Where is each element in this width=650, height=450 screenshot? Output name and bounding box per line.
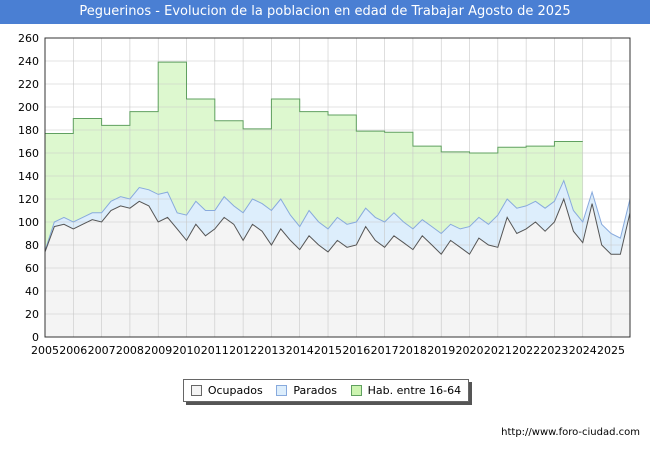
x-tick-label: 2016 xyxy=(342,344,370,357)
x-tick-label: 2024 xyxy=(569,344,597,357)
x-tick-label: 2014 xyxy=(286,344,314,357)
legend-item-ocupados: Ocupados xyxy=(190,384,263,397)
legend-swatch-parados xyxy=(276,385,288,396)
plot-border xyxy=(44,37,631,338)
y-tick-label: 220 xyxy=(18,78,39,91)
x-tick-label: 2020 xyxy=(456,344,484,357)
x-tick-label: 2017 xyxy=(371,344,399,357)
legend-swatch-hab xyxy=(350,385,362,396)
legend-swatch-ocupados xyxy=(190,385,202,396)
x-tick-label: 2010 xyxy=(173,344,201,357)
legend-label-ocupados: Ocupados xyxy=(207,384,263,397)
y-tick-label: 160 xyxy=(18,147,39,160)
x-tick-label: 2025 xyxy=(597,344,625,357)
chart-title: Peguerinos - Evolucion de la poblacion e… xyxy=(0,0,650,24)
x-tick-label: 2007 xyxy=(88,344,116,357)
x-tick-label: 2005 xyxy=(31,344,59,357)
y-tick-label: 180 xyxy=(18,124,39,137)
y-tick-label: 20 xyxy=(25,308,39,321)
x-tick-label: 2008 xyxy=(116,344,144,357)
x-tick-label: 2022 xyxy=(512,344,540,357)
y-tick-label: 100 xyxy=(18,216,39,229)
y-tick-label: 40 xyxy=(25,285,39,298)
ocupados-line xyxy=(44,197,631,255)
legend-label-parados: Parados xyxy=(293,384,337,397)
legend-label-hab: Hab. entre 16-64 xyxy=(367,384,462,397)
y-tick-label: 60 xyxy=(25,262,39,275)
y-tick-label: 200 xyxy=(18,101,39,114)
y-tick-label: 120 xyxy=(18,193,39,206)
legend-item-hab: Hab. entre 16-64 xyxy=(350,384,462,397)
x-tick-label: 2009 xyxy=(144,344,172,357)
x-tick-label: 2015 xyxy=(314,344,342,357)
x-tick-label: 2019 xyxy=(427,344,455,357)
y-tick-label: 80 xyxy=(25,239,39,252)
hab-line xyxy=(45,61,583,154)
x-tick-label: 2012 xyxy=(229,344,257,357)
x-tick-label: 2021 xyxy=(484,344,512,357)
y-tick-label: 0 xyxy=(32,331,39,344)
y-tick-label: 260 xyxy=(18,32,39,45)
x-tick-label: 2018 xyxy=(399,344,427,357)
legend-item-parados: Parados xyxy=(276,384,337,397)
x-tick-label: 2011 xyxy=(201,344,229,357)
x-tick-label: 2023 xyxy=(540,344,568,357)
source-link[interactable]: http://www.foro-ciudad.com xyxy=(501,427,640,438)
x-tick-label: 2006 xyxy=(59,344,87,357)
legend: Ocupados Parados Hab. entre 16-64 xyxy=(183,379,469,402)
y-tick-label: 140 xyxy=(18,170,39,183)
y-tick-label: 240 xyxy=(18,55,39,68)
parados-line xyxy=(44,179,631,251)
x-tick-label: 2013 xyxy=(257,344,285,357)
